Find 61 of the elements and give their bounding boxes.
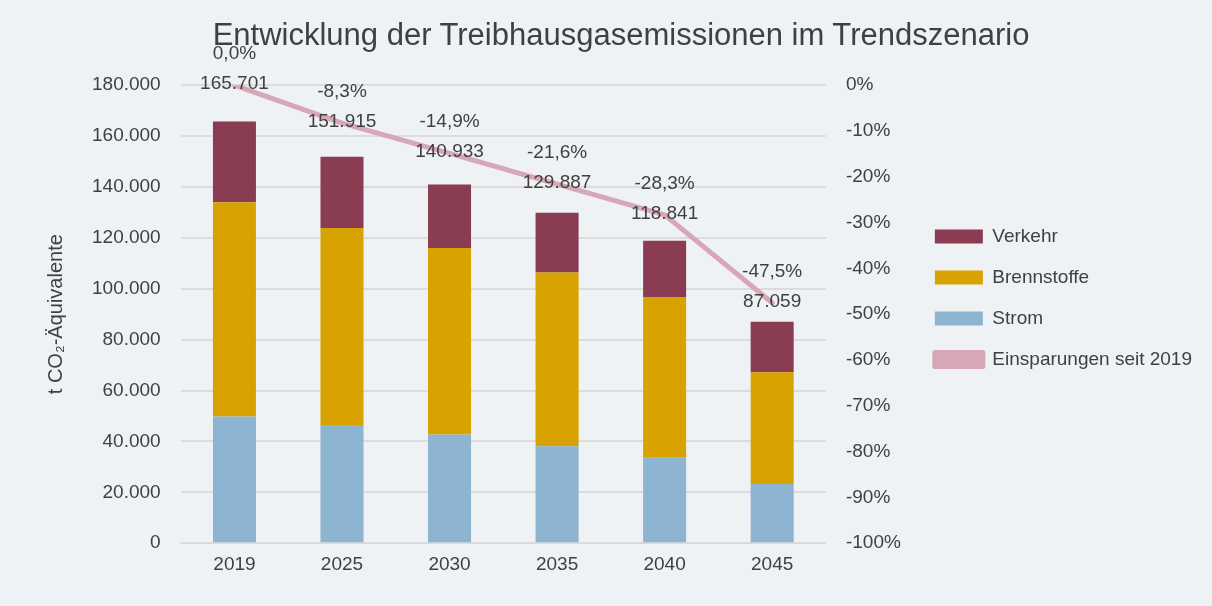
y-tick-label: 160.000	[91, 124, 161, 146]
total-label: 165.701	[200, 72, 269, 94]
bar	[428, 434, 472, 543]
data-label: -21,6%	[526, 141, 588, 163]
y2-tick-label: -70%	[845, 394, 891, 416]
x-tick-label: 2045	[751, 552, 794, 574]
y2-tick-label: 0%	[845, 73, 874, 95]
y-tick-label: 40.000	[102, 429, 161, 451]
y2-tick-label: -80%	[845, 439, 891, 461]
data-label: -28,3%	[634, 171, 695, 193]
data-label: -47,5%	[742, 259, 803, 281]
y-axis-title: t CO₂-Äquivalente	[43, 234, 66, 395]
bar	[212, 121, 256, 203]
y2-tick-label: -30%	[845, 210, 891, 232]
y2-tick-label: -60%	[845, 348, 891, 370]
x-tick-label: 2035	[535, 552, 579, 574]
bar	[428, 248, 472, 435]
bar	[750, 483, 794, 543]
y2-tick-label: -90%	[845, 485, 891, 507]
y2-tick-label: -50%	[845, 302, 891, 324]
x-tick-label: 2040	[643, 552, 686, 574]
total-label: 87.059	[743, 289, 802, 311]
bar	[750, 372, 794, 484]
y-tick-label: 80.000	[102, 327, 161, 349]
y-tick-label: 140.000	[91, 175, 161, 197]
total-label: 129.887	[522, 171, 592, 193]
bar	[212, 202, 256, 417]
bar	[643, 457, 687, 543]
y-tick-label: 180.000	[91, 73, 161, 95]
bar	[320, 424, 364, 543]
total-label: 140.933	[415, 140, 484, 162]
y-tick-label: 20.000	[102, 480, 161, 502]
x-tick-label: 2025	[320, 552, 364, 574]
total-label: 151.915	[307, 110, 377, 132]
x-tick-label: 2019	[213, 552, 256, 574]
legend-label: Verkehr	[992, 224, 1059, 246]
legend-label: Strom	[992, 306, 1044, 328]
bar	[320, 156, 364, 228]
data-label: -8,3%	[317, 80, 367, 102]
y2-tick-label: -40%	[845, 256, 891, 278]
legend-label: Einsparungen seit 2019	[992, 347, 1193, 369]
y-tick-label: 100.000	[91, 276, 161, 298]
y-tick-label: 60.000	[102, 378, 161, 400]
bar	[535, 446, 579, 543]
data-label: -14,9%	[419, 110, 480, 132]
y-tick-label: 0	[150, 531, 161, 553]
bar	[535, 212, 579, 273]
y2-tick-label: -100%	[845, 531, 901, 553]
bar	[643, 297, 687, 458]
bar	[320, 227, 364, 425]
total-label: 118.841	[630, 201, 699, 223]
bar	[750, 321, 794, 373]
bar	[643, 240, 687, 298]
bar	[212, 416, 256, 543]
y2-tick-label: -20%	[845, 165, 891, 187]
legend-label: Brennstoffe	[992, 265, 1090, 287]
y2-tick-label: -10%	[845, 119, 891, 141]
x-tick-label: 2030	[428, 552, 471, 574]
y-tick-label: 120.000	[91, 226, 161, 248]
bar	[428, 184, 472, 249]
bar	[535, 272, 579, 447]
